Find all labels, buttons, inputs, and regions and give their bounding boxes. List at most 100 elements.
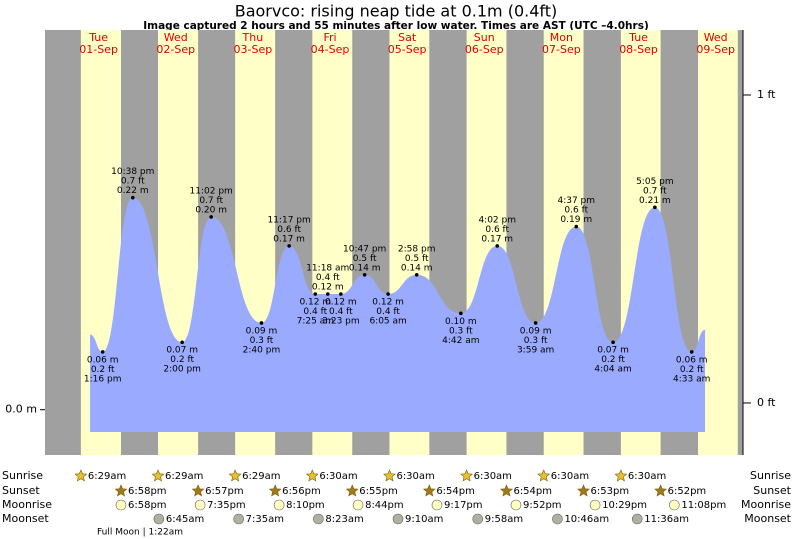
sun-icon — [191, 484, 205, 497]
extreme-label: 0.7 ft — [121, 177, 145, 187]
sun-icon — [114, 484, 128, 497]
day-name: Thu — [242, 31, 264, 44]
moonset-icon — [313, 513, 324, 525]
extreme-label: 4:42 am — [442, 336, 479, 346]
sunset-time: 6:58pm — [128, 486, 167, 497]
sunset-time: 6:54pm — [513, 486, 552, 497]
moonset-icon — [392, 513, 404, 525]
day-name: Tue — [628, 31, 648, 44]
day-name: Fri — [323, 31, 336, 44]
extreme-label: 0.6 ft — [277, 225, 301, 235]
extreme-label: 0.07 m — [597, 346, 629, 356]
moonrise-icon — [431, 499, 443, 511]
y2-tick-label: 0 ft — [757, 396, 776, 409]
day-name: Tue — [88, 31, 108, 44]
moonset-time: 10:46am — [564, 514, 609, 525]
extreme-dot — [414, 272, 419, 277]
sunrise-time: 6:30am — [319, 471, 357, 482]
extreme-label: 11:02 pm — [190, 186, 233, 196]
extreme-label: 0.5 ft — [405, 254, 429, 264]
extreme-label: 5:05 pm — [636, 177, 674, 187]
sun-icon — [74, 469, 88, 482]
extreme-label: 10:38 pm — [111, 167, 154, 177]
extreme-label: 0.17 m — [273, 234, 305, 244]
day-date: 07-Sep — [542, 43, 581, 56]
extreme-label: 0.19 m — [560, 215, 592, 225]
y-tick-label: 0.0 m — [5, 403, 37, 416]
moonrise-icon — [115, 499, 127, 511]
sun-icon — [537, 469, 551, 482]
extreme-label: 2:58 pm — [398, 244, 436, 254]
extreme-dot — [287, 244, 291, 248]
day-date: 01-Sep — [79, 43, 118, 56]
extreme-dot — [611, 340, 615, 345]
sun-icon — [577, 484, 590, 497]
extreme-label: 0.06 m — [87, 355, 119, 365]
extreme-dot — [386, 292, 390, 296]
extreme-label: 0.2 ft — [680, 365, 704, 375]
extreme-label: 4:33 am — [673, 374, 710, 384]
sunset-time: 6:53pm — [591, 486, 630, 497]
extreme-label: 11:17 pm — [267, 215, 310, 225]
sunset-time: 6:55pm — [359, 486, 398, 497]
moonrise-icon — [273, 499, 285, 511]
extreme-label: 0.14 m — [401, 263, 433, 273]
extreme-dot — [259, 321, 264, 325]
extreme-label: 0.17 m — [481, 234, 513, 244]
extreme-label: 0.09 m — [246, 326, 278, 336]
row-label: Moonrise — [741, 498, 791, 511]
extreme-label: 0.12 m — [372, 298, 404, 308]
moonrise-icon — [510, 499, 522, 511]
row-label: Sunset — [753, 484, 791, 497]
extreme-label: 0.12 m — [312, 283, 344, 293]
row-label: Sunrise — [2, 469, 43, 482]
sunrise-time: 6:30am — [551, 471, 589, 482]
chart-title: Baorvco: rising neap tide at 0.1m (0.4ft… — [235, 2, 558, 21]
moonset-time: 11:36am — [644, 514, 689, 525]
extreme-label: 2:00 pm — [163, 365, 201, 375]
extreme-dot — [339, 292, 343, 296]
extreme-dot — [100, 350, 105, 354]
sunrise-time: 6:30am — [474, 471, 512, 482]
moonset-time: 9:58am — [485, 514, 523, 525]
moonrise-time: 9:17pm — [444, 500, 483, 511]
sunrise-time: 6:30am — [628, 471, 666, 482]
moonset-time: 8:23am — [325, 514, 363, 525]
extreme-dot — [574, 224, 579, 229]
extreme-label: 0.07 m — [166, 346, 198, 356]
sun-icon — [460, 469, 474, 482]
extreme-label: 0.20 m — [195, 205, 227, 215]
extreme-label: 0.3 ft — [524, 336, 548, 346]
moonrise-icon — [589, 499, 601, 511]
sunrise-time: 6:29am — [242, 471, 280, 482]
extreme-label: 0.5 ft — [353, 254, 377, 264]
moonset-icon — [631, 513, 643, 525]
sun-icon — [654, 484, 668, 497]
moonset-time: 7:35am — [246, 514, 284, 525]
extreme-dot — [362, 272, 367, 277]
extreme-label: 3:59 am — [517, 345, 554, 355]
extreme-dot — [495, 244, 500, 248]
sun-icon — [422, 484, 436, 497]
row-label: Moonset — [2, 512, 49, 525]
sun-icon — [383, 469, 396, 482]
moonset-time: 6:45am — [166, 514, 204, 525]
extreme-dot — [180, 340, 184, 345]
moonrise-icon — [352, 499, 364, 511]
chart-subtitle: Image captured 2 hours and 55 minutes af… — [143, 20, 649, 32]
extreme-label: 0.4 ft — [329, 307, 353, 317]
extreme-label: 0.2 ft — [601, 355, 625, 365]
moon-phase: Full Moon | 1:22am — [97, 528, 183, 538]
y2-tick-label: 1 ft — [757, 88, 776, 101]
moonset-icon — [153, 513, 165, 525]
sun-icon — [305, 469, 319, 482]
sunset-time: 6:54pm — [436, 486, 475, 497]
day-name: Wed — [704, 31, 728, 44]
extreme-label: 0.7 ft — [643, 186, 667, 196]
extreme-label: 0.12 m — [299, 298, 331, 308]
extreme-dot — [325, 292, 330, 296]
moonrise-icon — [669, 499, 680, 511]
moonrise-time: 8:10pm — [286, 500, 325, 511]
extreme-label: 0.6 ft — [485, 225, 509, 235]
